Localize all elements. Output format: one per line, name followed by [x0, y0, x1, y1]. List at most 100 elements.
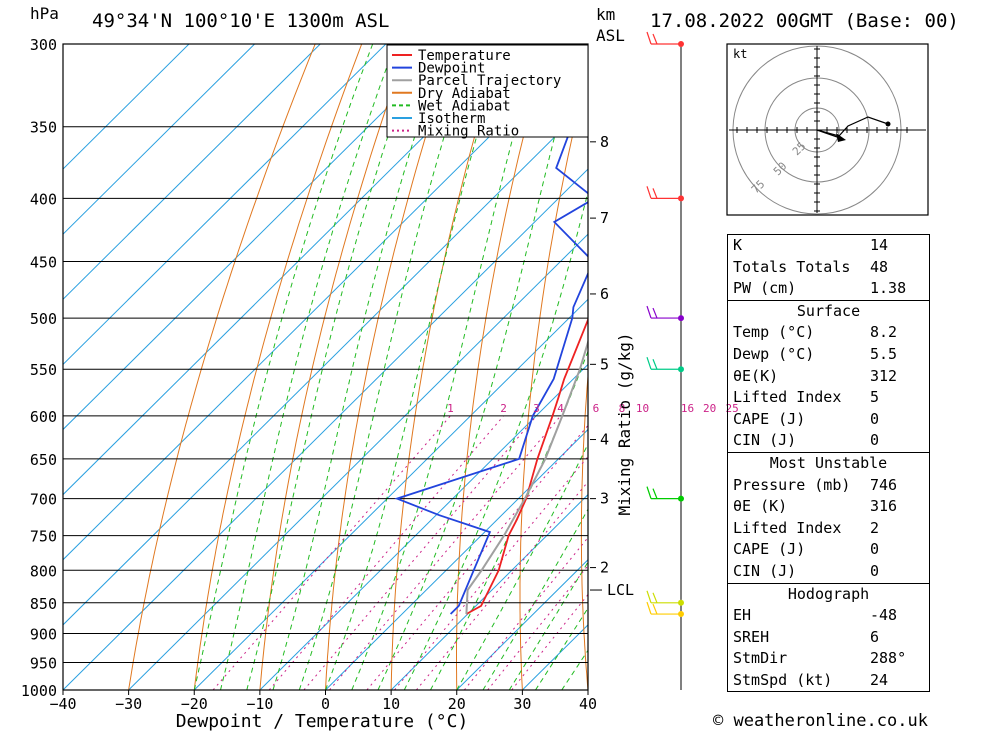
km-tick-label: 6 [600, 285, 609, 303]
pressure-tick-label: 550 [30, 361, 57, 379]
wet-adiabat-line [325, 44, 505, 690]
mixing-ratio-label: 25 [725, 402, 738, 415]
wet-adiabat-line [403, 189, 588, 690]
wind-barb [646, 357, 681, 370]
wet-adiabat-line [193, 44, 374, 690]
hodograph-title: Hodograph [728, 582, 929, 606]
index-row: Totals Totals 48 [728, 257, 929, 279]
index-value: 0 [870, 540, 880, 559]
temperature-tick-label: 30 [513, 695, 531, 713]
temperature-tick-label: 0 [321, 695, 330, 713]
temperature-tick-label: −30 [115, 695, 142, 713]
index-label: K [733, 236, 743, 254]
index-label: EH [733, 606, 752, 625]
pressure-tick-labels: 300 350 400 450 500 550 600 650 700 750 800 850 900 9… [21, 36, 57, 700]
index-value: 746 [870, 475, 898, 494]
mixing-ratio-line [303, 415, 537, 690]
temperature-tick-label: 10 [382, 695, 400, 713]
isobars [63, 43, 588, 691]
temperature-tick-label: −20 [181, 695, 208, 713]
series-line-parcel-trajectory [465, 338, 588, 615]
index-value: 24 [870, 670, 889, 689]
index-row: Dewp (°C) 5.5 [728, 344, 929, 366]
index-label: PW (cm) [733, 279, 797, 298]
km-label: km [596, 5, 616, 24]
mixing-ratio-line [394, 455, 588, 690]
index-row: θE(K) 312 [728, 366, 929, 388]
temperature-tick-labels: −40 −30 −20 −10 0 10 20 30 40 [49, 690, 597, 713]
x-axis-label: Dewpoint / Temperature (°C) [176, 711, 469, 732]
isotherm-line [63, 103, 588, 626]
legend-entry: Temperature [418, 48, 511, 64]
index-value: 316 [870, 497, 898, 516]
pressure-tick-label: 900 [30, 625, 57, 643]
pressure-tick-label: 600 [30, 408, 57, 426]
isotherm-line [63, 44, 452, 431]
index-label: CIN (J) [733, 431, 797, 450]
legend-entry: Isotherm [418, 111, 485, 127]
index-row: EH -48 [728, 605, 929, 627]
index-row: CAPE (J) 0 [728, 409, 929, 431]
index-row: Lifted Index 2 [728, 518, 929, 540]
index-label: CAPE (J) [733, 540, 806, 559]
index-label: Lifted Index [733, 518, 842, 537]
index-row: StmDir 288° [728, 648, 929, 670]
asl-label: ASL [596, 26, 625, 45]
isotherm-line [63, 44, 387, 366]
mixing-ratio-label: 3 [533, 402, 540, 415]
index-row: Pressure (mb) 746 [728, 475, 929, 497]
pressure-tick-label: 400 [30, 190, 57, 208]
isotherm-line [63, 44, 190, 170]
index-value: 5 [870, 388, 880, 407]
isotherm-line [63, 44, 321, 300]
pressure-tick-label: 650 [30, 451, 57, 469]
temperature-tick-label: −10 [246, 695, 273, 713]
pressure-tick-label: 700 [30, 491, 57, 509]
plot-frame [62, 43, 589, 691]
mixing-ratio-label: 6 [593, 402, 600, 415]
index-value: 1.38 [870, 279, 907, 298]
mixing-ratio-label: 8 [619, 402, 626, 415]
lcl-label: LCL [607, 581, 634, 599]
series-line-dewpoint [394, 89, 588, 615]
pressure-tick-label: 500 [30, 310, 57, 328]
mixing-ratio-line [268, 415, 504, 690]
isotherm-line [63, 44, 518, 496]
index-row: SREH 6 [728, 627, 929, 649]
pressure-tick-label: 850 [30, 595, 57, 613]
footer-credit[interactable]: © weatheronline.co.uk [713, 711, 928, 731]
index-value: 0 [870, 561, 880, 580]
pressure-tick-label: 950 [30, 654, 57, 672]
isotherm-line [63, 168, 588, 690]
isotherm-line [63, 44, 255, 235]
wind-barb-column [646, 31, 684, 690]
index-value: 8.2 [870, 323, 898, 342]
index-value: 48 [870, 257, 889, 276]
mixing-ratio-label: 4 [557, 402, 564, 415]
km-tick-label: 2 [600, 559, 609, 577]
isotherm-line [259, 363, 588, 690]
isotherm-line [325, 428, 588, 690]
index-row: PW (cm) 1.38 [728, 278, 929, 300]
index-label: Lifted Index [733, 388, 842, 407]
index-row: CIN (J) 0 [728, 430, 929, 452]
series-line-temperature [465, 317, 588, 615]
mixing-ratio-line [212, 415, 451, 690]
hodograph-unit-label: kt [733, 47, 747, 61]
index-label: Totals Totals [733, 257, 851, 276]
pressure-tick-label: 450 [30, 254, 57, 272]
index-value: 0 [870, 431, 880, 450]
index-label: Pressure (mb) [733, 475, 851, 494]
index-row: θE (K) 316 [728, 496, 929, 518]
index-value: 288° [870, 649, 907, 668]
pressure-tick-label: 1000 [21, 682, 57, 700]
unstable-title: Most Unstable [728, 451, 929, 475]
index-label: SREH [733, 627, 770, 646]
dry-adiabat-line [325, 44, 456, 690]
wet-adiabat-line [220, 44, 396, 690]
km-tick-label: 7 [600, 209, 609, 227]
pressure-tick-label: 300 [30, 36, 57, 54]
